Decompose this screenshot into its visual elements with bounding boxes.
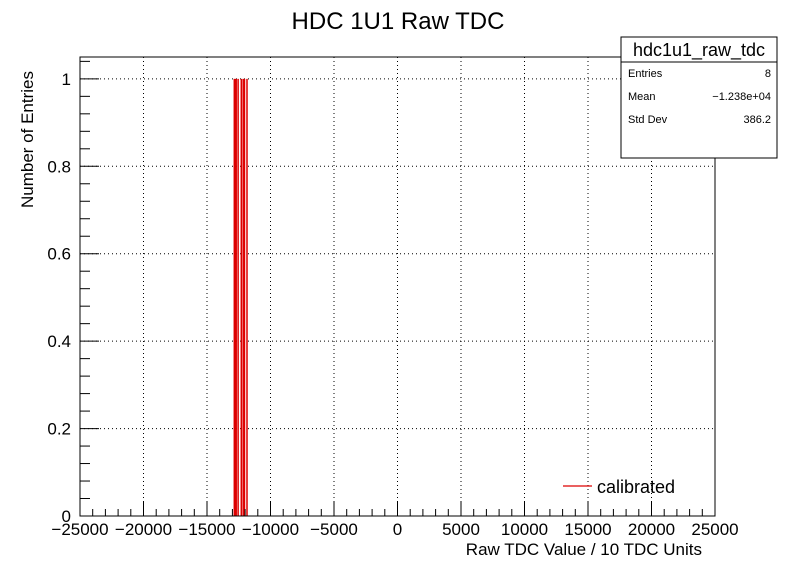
y-tick-label-5: 1: [62, 70, 71, 89]
y-axis-ticks: 0 0.2 0.4 0.6 0.8 1: [47, 60, 99, 526]
chart-title: HDC 1U1 Raw TDC: [292, 8, 505, 35]
x-tick-label-6: 5000: [442, 520, 480, 539]
legend: calibrated: [563, 477, 675, 497]
stats-box-frame: [620, 36, 778, 159]
legend-label-calibrated: calibrated: [597, 477, 675, 497]
x-tick-label-0: −25000: [51, 520, 108, 539]
stats-stddev-label: Std Dev: [628, 114, 668, 126]
stats-entries-value: 8: [765, 68, 771, 80]
y-tick-label-1: 0.2: [47, 420, 71, 439]
x-tick-label-9: 20000: [628, 520, 675, 539]
x-axis-ticks: −25000 −20000 −15000 −10000 −5000 0 5000 10000 1…: [51, 502, 739, 539]
x-tick-label-2: −15000: [178, 520, 235, 539]
x-tick-label-3: −10000: [242, 520, 299, 539]
stats-box: hdc1u1_raw_tdc Entries 8 Mean −1.238e+04…: [620, 36, 778, 159]
x-tick-label-4: −5000: [310, 520, 358, 539]
y-tick-label-0: 0: [62, 507, 71, 526]
stats-entries-label: Entries: [628, 68, 663, 80]
y-tick-label-4: 0.8: [47, 157, 71, 176]
stats-mean-label: Mean: [628, 91, 656, 103]
stats-stddev-value: 386.2: [743, 114, 771, 126]
histogram-bars: [233, 78, 248, 516]
x-axis-label: Raw TDC Value / 10 TDC Units: [466, 540, 702, 559]
x-tick-label-10: 25000: [691, 520, 738, 539]
y-tick-label-3: 0.6: [47, 245, 71, 264]
x-tick-label-8: 15000: [564, 520, 611, 539]
x-tick-label-5: 0: [393, 520, 402, 539]
y-axis-label: Number of Entries: [18, 71, 37, 208]
stats-mean-value: −1.238e+04: [712, 91, 771, 103]
stats-box-title: hdc1u1_raw_tdc: [633, 40, 765, 61]
x-tick-label-7: 10000: [501, 520, 548, 539]
y-tick-label-2: 0.4: [47, 332, 71, 351]
x-tick-label-1: −20000: [115, 520, 172, 539]
